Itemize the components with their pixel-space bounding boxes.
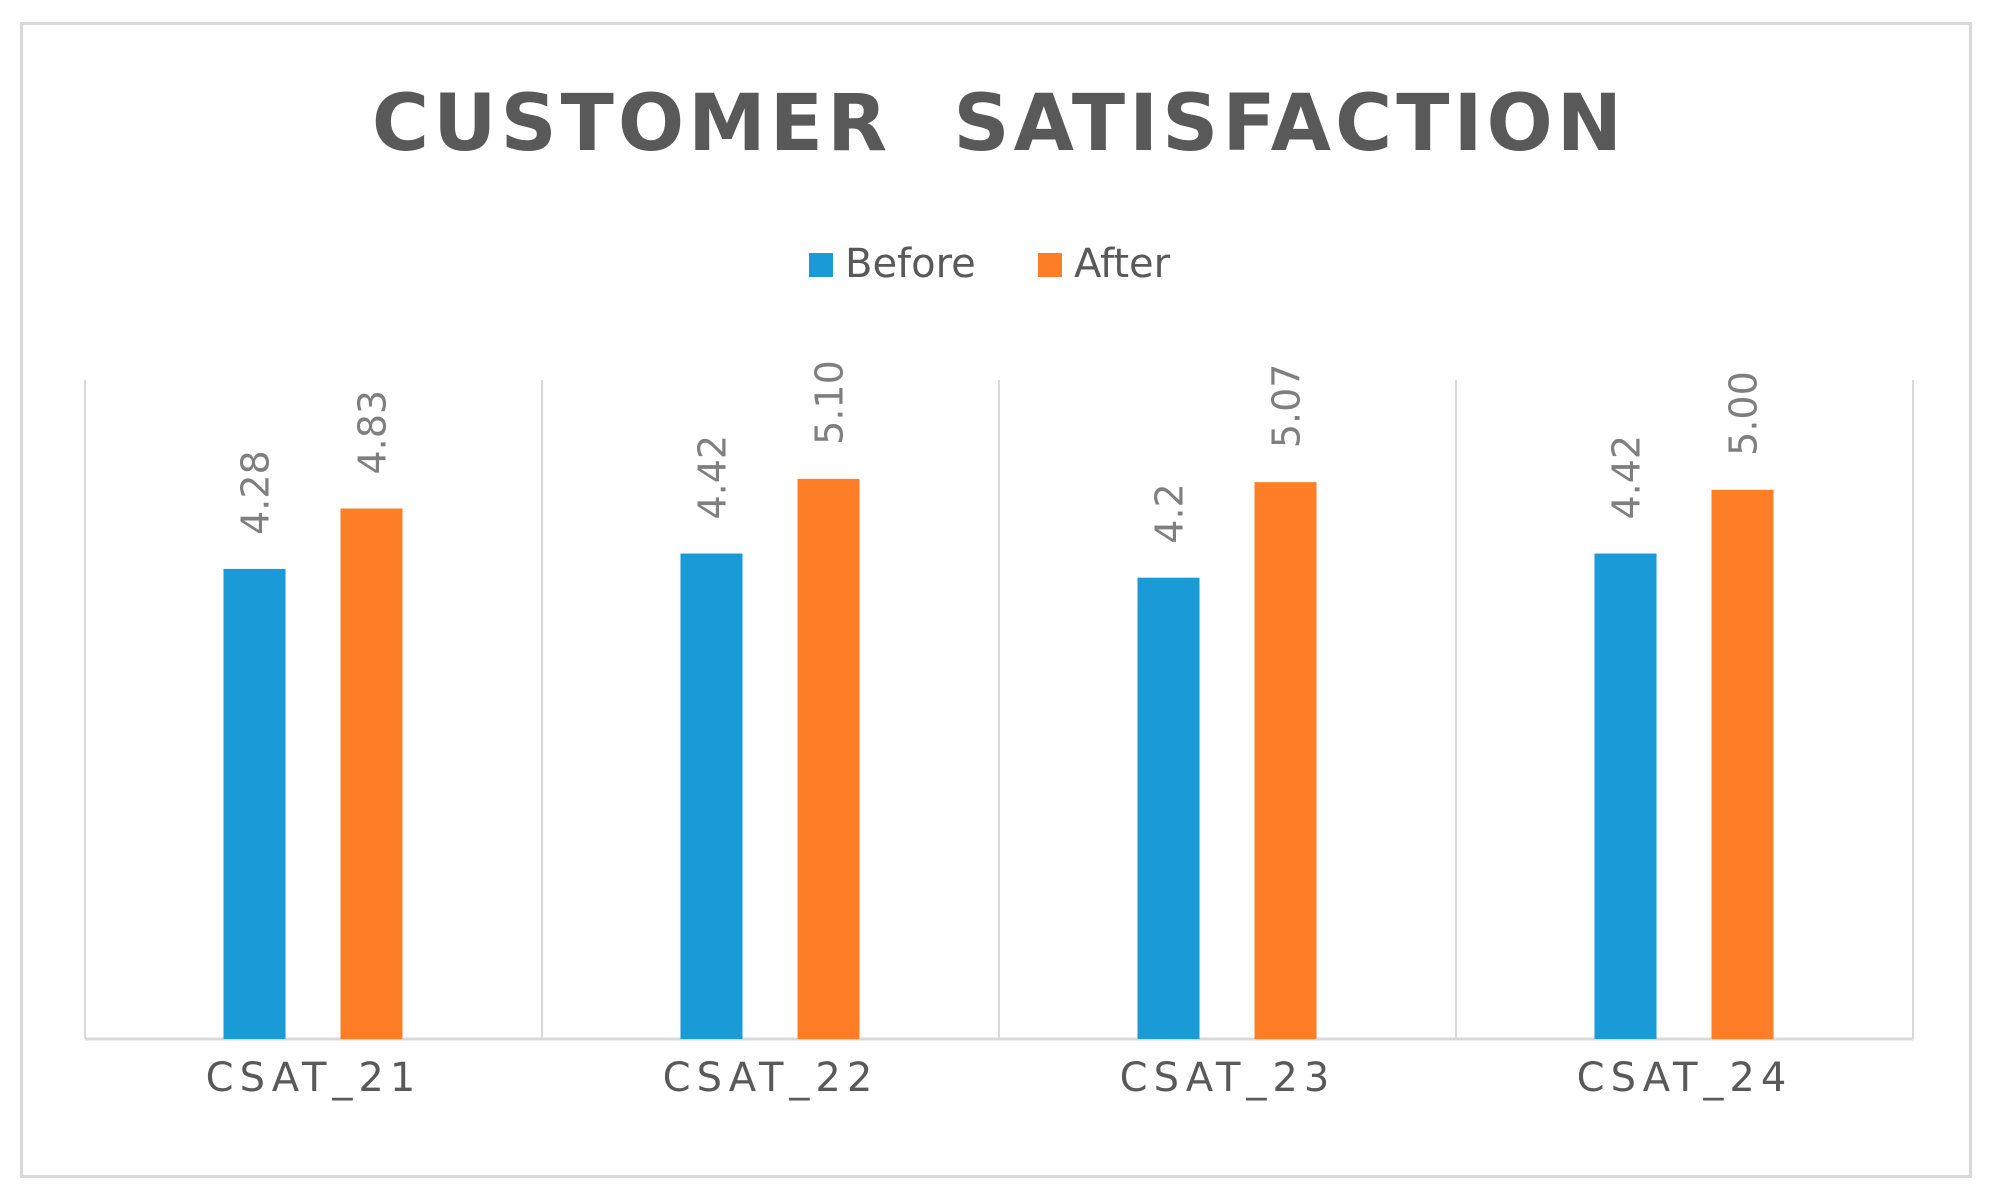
legend-label-before: Before [845, 241, 976, 287]
data-label-after-csat_23: 5.07 [1265, 364, 1309, 449]
data-label-after-csat_21: 4.83 [351, 390, 395, 475]
data-label-before-csat_23: 4.2 [1148, 483, 1192, 543]
x-tick-label-csat_23: CSAT_23 [1120, 1055, 1336, 1101]
data-label-before-csat_21: 4.28 [234, 450, 278, 535]
bars-layer [223, 478, 1774, 1040]
bar-before-csat_21 [223, 568, 286, 1039]
legend-label-after: After [1074, 241, 1171, 287]
bar-after-csat_23 [1254, 482, 1317, 1039]
legend-swatch-after [1038, 253, 1062, 277]
bar-before-csat_22 [680, 553, 743, 1039]
x-tick-label-csat_22: CSAT_22 [663, 1055, 879, 1101]
x-tick-label-csat_21: CSAT_21 [206, 1055, 422, 1101]
chart-title: CUSTOMER SATISFACTION [372, 79, 1626, 169]
legend-swatch-before [809, 253, 833, 277]
bar-after-csat_24 [1711, 489, 1774, 1039]
data-label-after-csat_22: 5.10 [808, 360, 852, 445]
bar-after-csat_21 [340, 508, 403, 1039]
x-tick-label-csat_24: CSAT_24 [1577, 1055, 1793, 1101]
chart-frame: CUSTOMER SATISFACTION Before After 4.28 4… [20, 22, 1972, 1178]
chart-svg: CUSTOMER SATISFACTION Before After 4.284… [84, 79, 1914, 1101]
data-label-before-csat_22: 4.42 [691, 435, 735, 520]
legend: Before After [809, 241, 1171, 287]
bar-before-csat_24 [1594, 553, 1657, 1039]
labels-layer: 4.28 4.83 4.42 5.10 4.2 5.07 4.42 5.00 [234, 360, 1766, 543]
ticks-layer: CSAT_21 CSAT_22 CSAT_23 CSAT_24 [206, 1055, 1793, 1101]
data-label-before-csat_24: 4.42 [1605, 435, 1649, 520]
bar-after-csat_22 [797, 478, 860, 1040]
bar-before-csat_23 [1137, 577, 1200, 1039]
data-label-after-csat_24: 5.00 [1722, 371, 1766, 456]
